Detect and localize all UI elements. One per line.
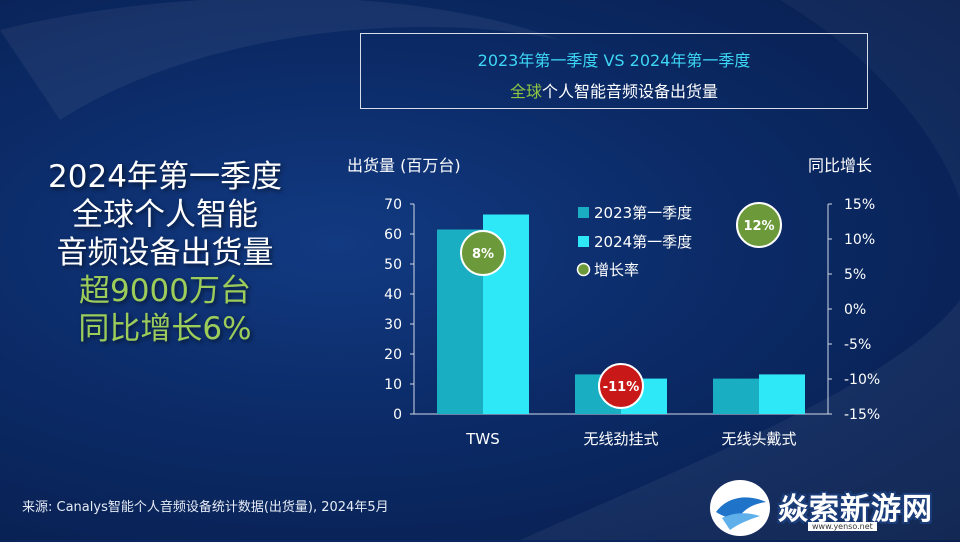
logo-bird-icon: [710, 480, 770, 536]
legend-swatch: [578, 236, 589, 247]
growth-marker: [736, 202, 782, 248]
headline-block: 2024年第一季度 全球个人智能 音频设备出货量 超9000万台 同比增长6%: [30, 158, 300, 348]
chart-title-line-1: 2023年第一季度 VS 2024年第一季度: [477, 51, 751, 70]
legend-swatch: [578, 207, 589, 218]
growth-marker: [460, 230, 506, 276]
x-tick-label: 无线头戴式: [721, 430, 796, 448]
y-tick-label: 70: [384, 197, 402, 213]
chart-title-line-2: 全球个人智能音频设备出货量: [361, 78, 867, 102]
y-tick-label: 20: [384, 347, 402, 363]
watermark-logo: 焱索新游网 www.yenso.net: [708, 478, 958, 538]
y2-tick-label: 0%: [844, 302, 866, 318]
growth-label: 8%: [472, 247, 494, 262]
legend-label: 2023第一季度: [594, 204, 692, 222]
headline-line-4: 超9000万台: [79, 273, 251, 309]
y-tick-label: 60: [384, 227, 402, 243]
y-tick-label: 40: [384, 287, 402, 303]
y2-tick-label: 15%: [844, 197, 875, 213]
bar-2023: [713, 378, 759, 414]
y-axis-title: 出货量 (百万台): [347, 156, 461, 175]
x-tick-label: 无线劲挂式: [583, 430, 658, 448]
legend-swatch: [576, 262, 591, 277]
bar-2024: [759, 374, 805, 414]
y2-tick-label: 10%: [844, 232, 875, 248]
logo-text: 焱索新游网: [778, 492, 933, 527]
headline-line-2: 全球个人智能: [72, 197, 258, 233]
chart-title-white-part: 个人智能音频设备出货量: [542, 82, 719, 101]
headline-line-5: 同比增长6%: [78, 311, 252, 347]
y2-tick-label: -5%: [844, 337, 871, 353]
growth-marker: [598, 363, 644, 409]
y-tick-label: 10: [384, 377, 402, 393]
source-footnote: 来源: Canalys智能个人音频设备统计数据(出货量), 2024年5月: [22, 500, 389, 515]
legend-label: 2024第一季度: [594, 233, 692, 251]
y2-tick-label: 5%: [844, 267, 866, 283]
y2-tick-label: -15%: [844, 407, 880, 423]
y-tick-label: 30: [384, 317, 402, 333]
chart-title-box: 2023年第一季度 VS 2024年第一季度 全球个人智能音频设备出货量: [360, 33, 868, 109]
y-tick-label: 50: [384, 257, 402, 273]
y-tick-label: 0: [393, 407, 402, 423]
growth-label: 12%: [743, 219, 774, 234]
x-tick-label: TWS: [465, 430, 500, 448]
chart-title-green-part: 全球: [509, 82, 542, 101]
y2-axis-title: 同比增长: [808, 156, 872, 175]
legend-label: 增长率: [594, 261, 639, 279]
y2-tick-label: -10%: [844, 372, 880, 388]
headline-line-1: 2024年第一季度: [48, 159, 282, 195]
logo-url: www.yenso.net: [808, 522, 877, 531]
growth-label: -11%: [603, 380, 640, 395]
headline-line-3: 音频设备出货量: [56, 235, 274, 271]
